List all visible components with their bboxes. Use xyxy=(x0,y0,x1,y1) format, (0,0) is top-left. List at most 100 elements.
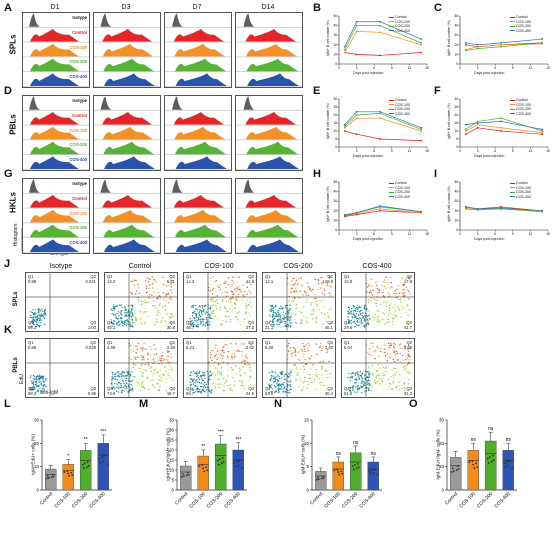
event-dot xyxy=(198,372,201,374)
event-dot xyxy=(45,314,47,316)
event-dot xyxy=(393,367,395,369)
series-point xyxy=(464,133,467,136)
event-dot xyxy=(44,308,47,311)
event-dot xyxy=(277,388,279,390)
event-dot xyxy=(31,380,33,382)
event-dot xyxy=(369,348,371,350)
event-dot xyxy=(147,363,149,366)
event-dot xyxy=(165,390,168,392)
event-dot xyxy=(270,304,272,306)
event-dot xyxy=(170,322,172,324)
event-dot xyxy=(387,388,389,391)
event-dot xyxy=(151,294,153,296)
histogram-track-2 xyxy=(236,126,302,140)
event-dot xyxy=(43,313,46,315)
event-dot xyxy=(36,385,38,387)
legend-swatch xyxy=(389,196,394,198)
event-dot xyxy=(394,290,396,292)
quadrant-q2-value: Q2 2.48 xyxy=(166,340,175,350)
event-dot xyxy=(326,370,328,372)
event-dot xyxy=(323,384,325,387)
replicate-point xyxy=(237,464,240,467)
event-dot xyxy=(367,299,370,301)
event-dot xyxy=(166,312,169,315)
legend-entry: Control xyxy=(389,15,410,20)
event-dot xyxy=(402,293,404,295)
event-dot xyxy=(195,308,197,311)
event-dot xyxy=(140,370,142,372)
event-dot xyxy=(291,300,293,303)
quadrant-q4-value: Q4 31.1 xyxy=(265,320,274,330)
replicate-point xyxy=(98,457,101,460)
scatter-panel: Q1 5.04 Q2 2.59 Q4 61.0 Q3 31.3 xyxy=(341,338,415,398)
event-dot xyxy=(272,311,275,314)
event-dot xyxy=(126,323,128,325)
event-dot xyxy=(392,358,394,361)
panel-letter-L: L xyxy=(4,398,11,410)
histogram-track-2 xyxy=(23,43,89,57)
legend-swatch xyxy=(389,25,394,27)
event-dot xyxy=(210,299,212,301)
event-dot xyxy=(209,290,212,292)
bar xyxy=(232,449,244,491)
event-dot xyxy=(400,305,403,308)
event-dot xyxy=(32,309,34,311)
event-dot xyxy=(167,292,169,294)
event-dot xyxy=(373,298,375,300)
event-dot xyxy=(129,322,132,324)
event-dot xyxy=(323,299,325,301)
event-dot xyxy=(403,387,405,389)
event-dot xyxy=(208,376,210,378)
event-dot xyxy=(165,293,167,296)
event-dot xyxy=(312,288,315,291)
histogram-tracks xyxy=(94,96,160,170)
y-axis-label: IgM+EdU+ cells (%) xyxy=(30,434,36,475)
event-dot xyxy=(281,317,284,320)
event-dot xyxy=(350,319,352,322)
event-dot xyxy=(359,321,361,323)
event-dot xyxy=(314,294,316,296)
event-dot xyxy=(190,374,192,376)
x-axis-label: Days post-injection xyxy=(474,71,505,75)
event-dot xyxy=(40,389,42,392)
event-dot xyxy=(297,352,299,354)
event-dot xyxy=(138,382,140,384)
event-dot xyxy=(196,388,198,390)
event-dot xyxy=(143,311,145,313)
event-dot xyxy=(407,290,410,293)
event-dot xyxy=(35,381,37,383)
event-dot xyxy=(307,285,309,288)
event-dot xyxy=(126,315,128,318)
event-dot xyxy=(396,352,399,355)
series-point xyxy=(379,54,381,57)
event-dot xyxy=(126,319,128,321)
event-dot xyxy=(116,378,119,381)
event-dot xyxy=(407,389,409,392)
event-dot xyxy=(368,283,370,286)
event-dot xyxy=(378,291,381,294)
event-dot xyxy=(367,310,369,312)
replicate-point xyxy=(241,467,244,469)
event-dot xyxy=(270,377,273,379)
event-dot xyxy=(170,286,173,288)
event-dot xyxy=(214,387,217,389)
event-dot xyxy=(162,316,164,319)
significance-marker: ns xyxy=(488,426,494,432)
event-dot xyxy=(289,391,291,393)
event-dot xyxy=(233,384,236,387)
event-dot xyxy=(320,287,322,289)
y-tick-label: 0 xyxy=(335,62,337,66)
replicate-point xyxy=(341,472,344,475)
event-dot xyxy=(123,320,126,323)
significance-marker: * xyxy=(67,454,69,460)
event-dot xyxy=(301,322,303,324)
event-dot xyxy=(226,375,229,377)
event-dot xyxy=(399,352,401,355)
event-dot xyxy=(353,305,356,308)
event-dot xyxy=(197,374,199,377)
event-dot xyxy=(310,304,312,306)
event-dot xyxy=(141,359,143,361)
day-header-d1: D1 xyxy=(50,4,60,11)
replicate-point xyxy=(63,471,66,473)
histogram-panel: Isotype Control COS-100 COS-200 COS-400 xyxy=(22,178,90,254)
